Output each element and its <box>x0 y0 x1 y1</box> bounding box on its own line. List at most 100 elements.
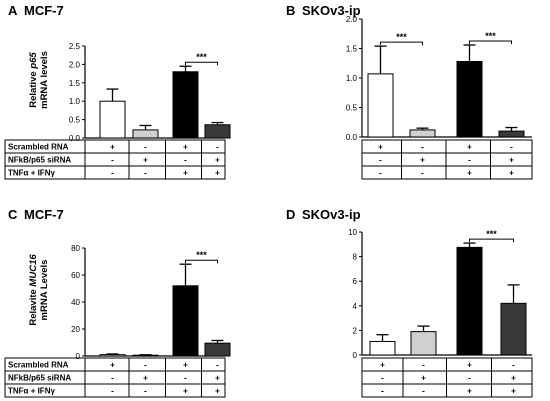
bar <box>99 354 126 357</box>
y-tick-label: 0.5 <box>69 116 81 125</box>
bar <box>367 73 394 138</box>
significance-bracket <box>185 259 218 264</box>
y-tick-label: 0 <box>353 351 358 360</box>
table-row-label: Scrambled RNA <box>8 143 69 152</box>
bar <box>456 246 483 356</box>
table-sign: + <box>467 387 472 396</box>
table-sign: - <box>421 169 424 178</box>
significance-label: *** <box>396 32 407 42</box>
bar <box>204 342 231 357</box>
table-sign: + <box>467 169 472 178</box>
chart-panel-d: D SKOv3-ip 0 2 4 6 8 10 *** + - + - - + - + - - + + <box>286 207 533 398</box>
table-sign: + <box>183 361 188 370</box>
table-row-label: Scrambled RNA <box>8 361 69 370</box>
table-sign: - <box>381 374 384 383</box>
table-sign: + <box>215 387 220 396</box>
panel-title: MCF-7 <box>24 3 64 18</box>
bar <box>409 129 436 138</box>
y-tick-label: 40 <box>71 298 80 307</box>
table-sign: - <box>421 143 424 152</box>
treatment-table <box>361 139 533 180</box>
y-tick-label: 0.0 <box>69 134 81 143</box>
significance-bracket <box>380 41 423 46</box>
y-tick-label: 20 <box>71 325 80 334</box>
bar <box>369 340 396 356</box>
y-tick-label: 6 <box>353 277 358 286</box>
table-sign: + <box>215 169 220 178</box>
table-sign: - <box>422 387 425 396</box>
treatment-table <box>4 357 226 398</box>
bar <box>172 71 199 139</box>
bar <box>132 129 159 139</box>
table-sign: + <box>378 143 383 152</box>
table-sign: + <box>183 387 188 396</box>
panel-letter: B <box>286 3 295 18</box>
y-tick-label: 0.5 <box>346 104 358 113</box>
table-sign: - <box>381 387 384 396</box>
table-sign: - <box>216 361 219 370</box>
y-tick-label: 60 <box>71 271 80 280</box>
panel-title: MCF-7 <box>24 207 64 222</box>
panel-title: SKOv3-ip <box>302 3 361 18</box>
table-sign: - <box>510 143 513 152</box>
chart-panel-b: B SKOv3-ip 0.0 0.5 1.0 1.5 2.0 *** *** + - + - - + - + - -… <box>286 3 533 180</box>
table-row-label: NFkB/p65 siRNA <box>8 374 71 383</box>
y-axis-label-line2: mRNA Levels <box>39 260 50 321</box>
y-tick-label: 2.0 <box>346 15 358 24</box>
table-sign: - <box>144 169 147 178</box>
table-sign: + <box>215 374 220 383</box>
y-axis-label: Relavite MUC16 <box>28 254 39 326</box>
bar <box>99 100 126 139</box>
bar <box>410 331 437 356</box>
table-sign: - <box>111 156 114 165</box>
table-sign: + <box>509 169 514 178</box>
bar <box>498 130 525 138</box>
table-sign: - <box>216 143 219 152</box>
y-axis-label: Relative p65 <box>28 52 39 108</box>
y-tick-label: 0 <box>76 352 81 361</box>
significance-bracket <box>469 40 512 44</box>
significance-label: *** <box>196 52 207 62</box>
table-sign: + <box>421 374 426 383</box>
table-sign: - <box>144 387 147 396</box>
chart-panel-a: A MCF-7 Relative p65 mRNA levels 0.0 0.5 1.0 1.… <box>4 3 231 180</box>
table-sign: - <box>144 361 147 370</box>
table-sign: + <box>420 156 425 165</box>
table-sign: - <box>111 169 114 178</box>
table-sign: + <box>183 143 188 152</box>
table-sign: + <box>511 387 516 396</box>
table-sign: - <box>379 156 382 165</box>
significance-bracket <box>469 238 514 243</box>
table-row-label: NFkB/p65 siRNA <box>8 156 71 165</box>
treatment-table <box>4 139 226 180</box>
significance-bracket <box>185 61 218 66</box>
y-tick-label: 0.0 <box>346 133 358 142</box>
table-sign: + <box>183 169 188 178</box>
y-tick-label: 2.0 <box>69 60 81 69</box>
significance-label: *** <box>196 250 207 260</box>
panel-letter: D <box>286 207 295 222</box>
y-tick-label: 2 <box>353 326 358 335</box>
table-row-label: TNFα + IFNγ <box>8 169 55 178</box>
y-tick-label: 80 <box>71 244 80 253</box>
y-tick-label: 2.5 <box>69 42 81 51</box>
significance-label: *** <box>485 31 496 41</box>
table-sign: + <box>467 361 472 370</box>
chart-panel-c: C MCF-7 Relavite MUC16 mRNA Levels 0 20 40 60 80… <box>4 207 231 398</box>
bar <box>456 60 483 138</box>
bar <box>500 302 527 356</box>
significance-label: *** <box>486 229 497 239</box>
panel-title: SKOv3-ip <box>302 207 361 222</box>
table-sign: - <box>184 156 187 165</box>
table-sign: - <box>379 169 382 178</box>
table-sign: + <box>215 156 220 165</box>
table-sign: + <box>380 361 385 370</box>
y-tick-label: 1.5 <box>69 79 81 88</box>
table-row-label: TNFα + IFNγ <box>8 387 55 396</box>
y-tick-label: 1.0 <box>69 97 81 106</box>
y-tick-label: 10 <box>348 228 357 237</box>
table-sign: - <box>512 361 515 370</box>
table-sign: - <box>422 361 425 370</box>
table-sign: + <box>143 374 148 383</box>
table-sign: - <box>468 374 471 383</box>
